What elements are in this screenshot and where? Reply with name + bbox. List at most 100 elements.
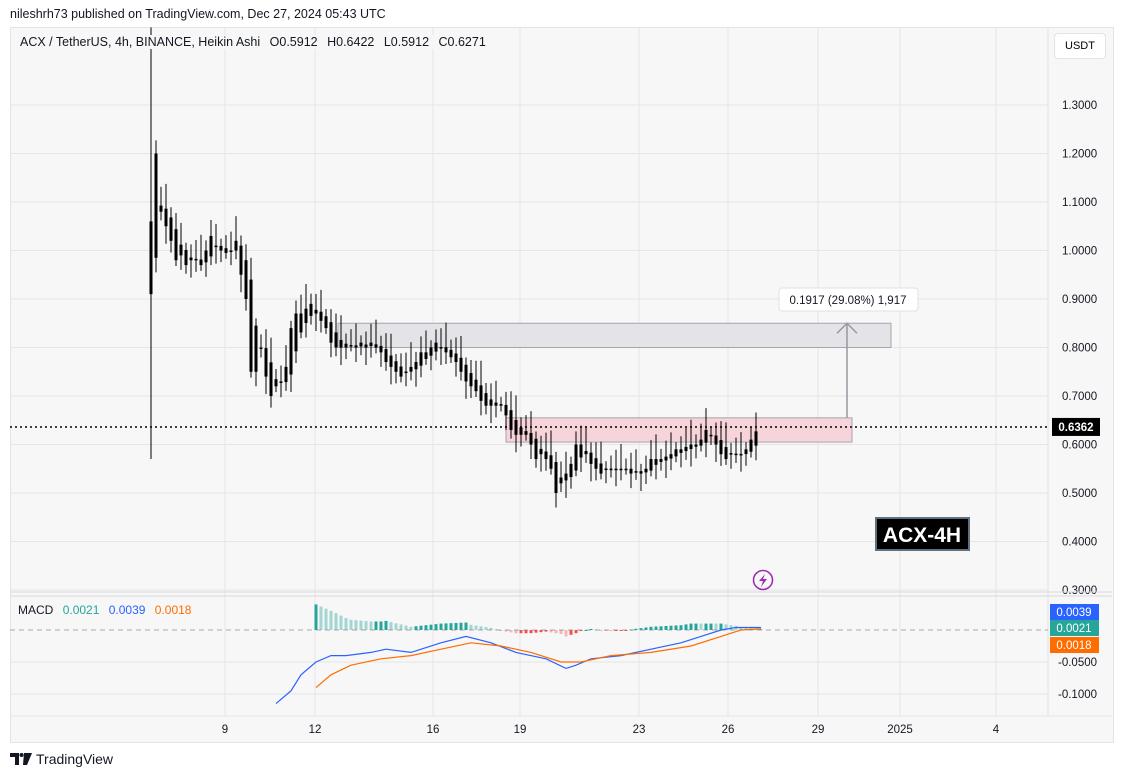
macd-histogram-bar (594, 629, 598, 631)
macd-histogram-bar (339, 615, 343, 630)
macd-histogram-bar (434, 624, 438, 630)
candle-body (659, 459, 663, 462)
macd-histogram-bar (394, 623, 398, 630)
candle-body (704, 429, 708, 443)
macd-tick-label: -0.1000 (1058, 689, 1097, 701)
candle-body (614, 468, 618, 471)
candle-body (374, 344, 378, 348)
macd-histogram-bar (729, 625, 733, 630)
candle-body (629, 468, 633, 474)
macd-histogram-bar (689, 623, 693, 630)
candle-body (454, 353, 458, 363)
price-tick-label: 0.6000 (1062, 440, 1097, 452)
candle-body (344, 343, 348, 348)
macd-tick-label: -0.0500 (1058, 657, 1097, 669)
candle-body (729, 453, 733, 455)
candle-body (719, 440, 723, 455)
current-price-tag (1052, 417, 1100, 436)
candle-body (234, 240, 238, 251)
candle-body (434, 342, 438, 352)
candle-body (274, 379, 278, 387)
lightning-icon-glyph (759, 574, 767, 587)
candle-body (194, 258, 198, 261)
candle-body (649, 459, 653, 471)
macd-histogram-bar (684, 624, 688, 630)
macd-histogram-bar (469, 624, 473, 630)
chart-frame[interactable] (10, 27, 1114, 743)
candle-body (714, 435, 718, 445)
macd-histogram-bar (534, 630, 538, 633)
candle-body (579, 444, 583, 458)
candle-body (469, 373, 473, 387)
candle-body (734, 453, 738, 456)
macd-histogram-bar (444, 623, 448, 630)
candle-body (634, 471, 638, 473)
candle-body (599, 463, 603, 474)
current-price-label: 0.6362 (1058, 422, 1093, 434)
macd-histogram-bar (384, 620, 388, 630)
candle-body (209, 235, 213, 257)
candle-body (689, 444, 693, 450)
macd-histogram-bar (634, 628, 638, 630)
candle-body (399, 366, 403, 377)
candle-body (404, 371, 408, 374)
macd-histogram-bar (484, 627, 488, 630)
candle-body (669, 454, 673, 459)
ohlc-open: O0.5912 (269, 35, 318, 49)
candle-body (604, 468, 608, 471)
price-tick-label: 1.2000 (1062, 149, 1097, 161)
candle-body (584, 450, 588, 455)
macd-histogram-bar (474, 625, 478, 630)
macd-histogram-bar (654, 626, 658, 630)
macd-value-tag (1050, 637, 1099, 653)
macd-histogram-bar (504, 630, 508, 632)
macd-value-label: 0.0021 (1056, 623, 1091, 635)
macd-value-tag (1050, 604, 1099, 620)
candle-body (394, 361, 398, 372)
macd-histogram-bar (524, 630, 528, 634)
candle-body (414, 362, 418, 370)
macd-histogram-bar (639, 628, 643, 630)
macd-histogram-bar (349, 619, 353, 630)
candle-body (379, 345, 383, 353)
candle-body (214, 245, 218, 248)
candle-body (219, 245, 223, 251)
candle-body (589, 452, 593, 464)
macd-histogram-bar (324, 608, 328, 630)
macd-histogram-bar (624, 630, 628, 631)
candle-body (349, 345, 353, 347)
macd-histogram-bar (644, 627, 648, 630)
candle-body (369, 342, 373, 347)
candle-body (619, 468, 623, 471)
tradingview-logo[interactable]: TradingView (10, 751, 113, 767)
macd-histogram-bar (459, 622, 463, 630)
candle-body (304, 308, 308, 323)
candle-body (359, 342, 363, 347)
macd-histogram-bar (569, 630, 573, 635)
annotation-box (875, 517, 970, 551)
time-tick-label: 23 (633, 724, 646, 736)
macd-histogram-bar (344, 618, 348, 630)
macd-histogram-bar (619, 630, 623, 631)
macd-line-value: 0.0039 (108, 603, 146, 617)
candle-body (364, 344, 368, 348)
candle-body (249, 279, 253, 372)
macd-histogram-bar (509, 630, 513, 633)
macd-histogram-bar (704, 623, 708, 630)
candle-body (534, 438, 538, 460)
currency-button[interactable]: USDT (1054, 33, 1106, 59)
macd-histogram-bar (589, 628, 593, 630)
candle-body (674, 449, 678, 457)
time-tick-label: 12 (309, 724, 322, 736)
macd-histogram-bar (604, 630, 608, 631)
macd-histogram-bar (544, 630, 548, 632)
macd-histogram-bar (744, 627, 748, 630)
time-tick-label: 29 (812, 724, 825, 736)
macd-histogram-bar (629, 629, 633, 631)
candle-body (254, 325, 258, 372)
candle-body (284, 366, 288, 383)
candle-body (464, 364, 468, 382)
macd-histogram-bar (409, 626, 413, 630)
support-zone (505, 417, 853, 443)
